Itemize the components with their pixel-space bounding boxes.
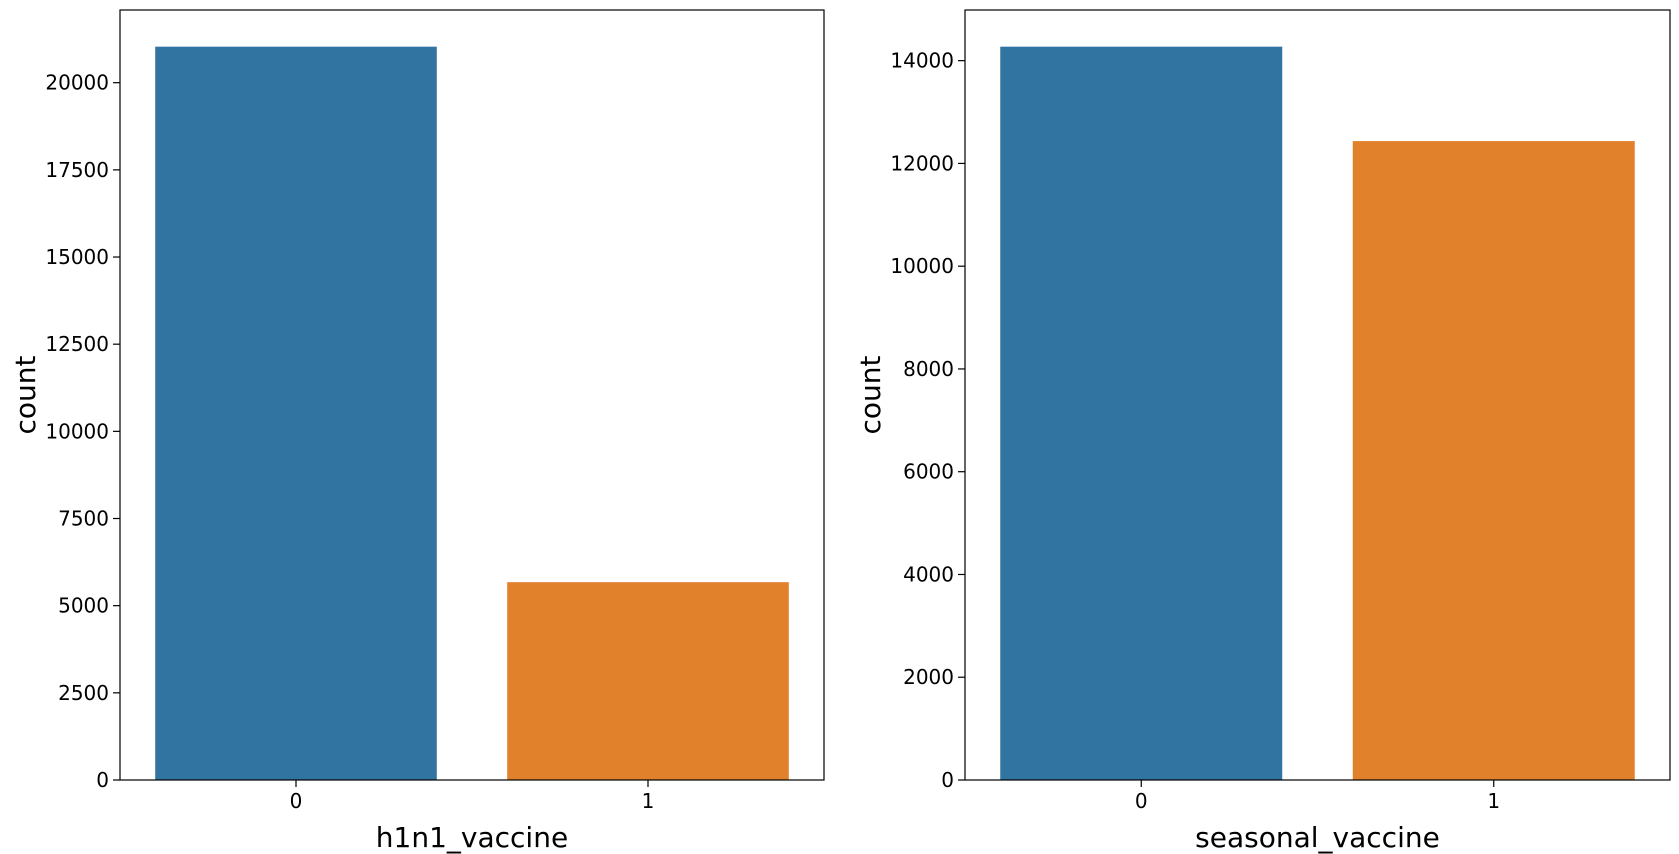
y-tick-label: 10000	[45, 419, 109, 443]
y-tick-label: 0	[941, 768, 954, 792]
axes-frame	[119, 9, 825, 781]
axes-frame	[964, 9, 1671, 781]
x-tick-label: 0	[290, 789, 303, 813]
y-tick-label: 14000	[890, 49, 954, 73]
y-tick-label: 8000	[903, 357, 954, 381]
y-axis-label: count	[9, 355, 42, 434]
x-axis-label: seasonal_vaccine	[1195, 821, 1440, 854]
y-tick-label: 15000	[45, 245, 109, 269]
y-tick-label: 17500	[45, 158, 109, 182]
bar-0	[155, 46, 437, 781]
bar-0	[1000, 46, 1283, 781]
x-tick-label: 1	[1487, 789, 1500, 813]
chart-h1n1-vaccine: 0 2500 5000 7500 10000 12500 15000 17500 20000 0 1…	[9, 9, 825, 854]
y-tick-label: 0	[96, 768, 109, 792]
x-axis-label: h1n1_vaccine	[376, 821, 568, 854]
y-tick-label: 20000	[45, 71, 109, 95]
y-tick-label: 5000	[58, 594, 109, 618]
y-tick-label: 12500	[45, 332, 109, 356]
chart-seasonal-vaccine: 0 2000 4000 6000 8000 10000 12000 14000 0 1 season…	[854, 9, 1671, 854]
bar-1	[507, 582, 789, 780]
y-axis-label: count	[854, 355, 887, 434]
y-tick-label: 7500	[58, 507, 109, 531]
y-tick-label: 2000	[903, 665, 954, 689]
x-tick-label: 1	[642, 789, 655, 813]
x-tick-label: 0	[1135, 789, 1148, 813]
y-tick-label: 4000	[903, 562, 954, 586]
bar-1	[1352, 141, 1635, 780]
y-tick-label: 6000	[903, 460, 954, 484]
y-tick-label: 12000	[890, 151, 954, 175]
y-tick-label: 2500	[58, 681, 109, 705]
y-tick-label: 10000	[890, 254, 954, 278]
